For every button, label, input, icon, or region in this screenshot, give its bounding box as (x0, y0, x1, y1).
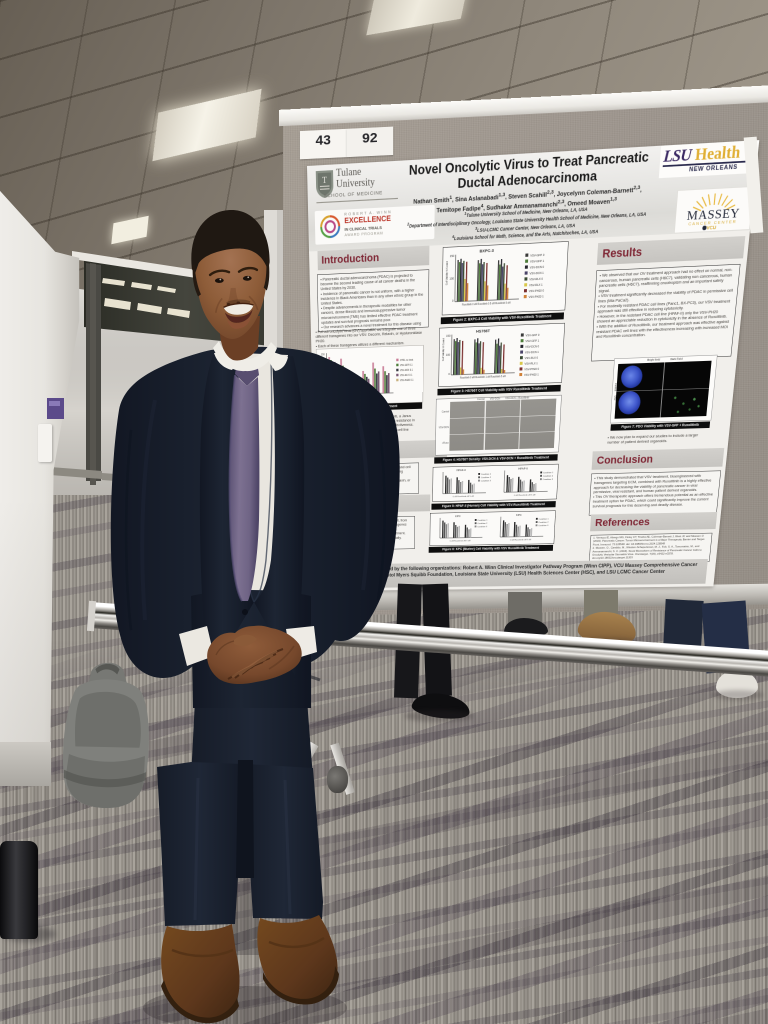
svg-text:VSV-DCN 1: VSV-DCN 1 (529, 271, 544, 276)
svg-text:T: T (322, 174, 328, 185)
svg-text:BXPC-3: BXPC-3 (480, 248, 495, 254)
svg-text:VSV-RLX 0.1: VSV-RLX 0.1 (400, 374, 413, 377)
svg-text:VSV-GFP 0: VSV-GFP 0 (530, 253, 545, 258)
svg-text:VSV-PH20 0.1: VSV-PH20 0.1 (400, 379, 414, 382)
svg-text:Ruxolitinib 0 uM Ruxolitin: Ruxolitinib 0 uM Ruxolitinib 1 uM Ruxoli… (460, 375, 506, 379)
svg-text:VSV-RLX 0: VSV-RLX 0 (529, 277, 543, 282)
svg-text:0: 0 (452, 299, 454, 303)
svg-text:VSV-GFP 0: VSV-GFP 0 (526, 333, 540, 337)
svg-text:VSV-GFP 1: VSV-GFP 1 (525, 339, 539, 343)
svg-text:VSV-RLX 1: VSV-RLX 1 (524, 361, 538, 365)
svg-text:VSV-PH20 0: VSV-PH20 0 (529, 288, 545, 293)
svg-text:150: 150 (321, 352, 325, 356)
svg-text:VSV-RLX 0: VSV-RLX 0 (525, 356, 539, 360)
svg-text:Condition 3: Condition 3 (477, 525, 488, 528)
svg-text:Condition 2: Condition 2 (477, 522, 488, 525)
svg-text:150: 150 (446, 334, 451, 338)
svg-text:CANCER CENTER: CANCER CENTER (688, 219, 737, 227)
svg-text:HPAF-II: HPAF-II (518, 467, 528, 471)
svg-text:0 uM Ruxolitinib uM: 0 uM Ruxolitinib uM 5 uM (450, 539, 471, 542)
svg-text:Condition 2: Condition 2 (538, 521, 549, 524)
svg-text:Cell Viability % Control: Cell Viability % Control (446, 260, 449, 285)
svg-text:VSV-DCN 1: VSV-DCN 1 (525, 350, 539, 354)
svg-text:VSV-DCN 0: VSV-DCN 0 (530, 265, 545, 270)
svg-text:HS766T: HS766T (476, 328, 490, 333)
svg-text:Condition 3: Condition 3 (481, 479, 492, 482)
svg-text:Condition 2: Condition 2 (481, 476, 492, 479)
svg-text:VSV-RLX 1: VSV-RLX 1 (529, 283, 543, 288)
svg-text:KPC: KPC (455, 514, 461, 518)
svg-text:CTRL no treat: CTRL no treat (400, 359, 414, 362)
svg-text:VSV-PH20 1: VSV-PH20 1 (524, 373, 539, 377)
svg-text:100: 100 (446, 353, 451, 357)
svg-text:HPAF-II: HPAF-II (456, 468, 466, 472)
svg-text:VSV-GFP 0.1: VSV-GFP 0.1 (400, 364, 413, 367)
svg-text:Condition 3: Condition 3 (538, 524, 549, 527)
svg-text:0: 0 (448, 372, 450, 376)
svg-text:KPC: KPC (516, 513, 522, 517)
svg-text:VSV-PH20 0: VSV-PH20 0 (524, 367, 539, 371)
svg-text:Condition 2: Condition 2 (543, 475, 554, 478)
svg-text:150: 150 (450, 254, 455, 258)
svg-text:VSV-DCN 0: VSV-DCN 0 (525, 344, 539, 348)
svg-text:0 uM Ruxolitinib uM: 0 uM Ruxolitinib uM 5 uM (514, 494, 536, 497)
svg-text:VSV-DCN 0.1: VSV-DCN 0.1 (400, 369, 413, 372)
svg-text:0 uM Ruxolitinib uM: 0 uM Ruxolitinib uM 5 uM (453, 495, 474, 498)
svg-text:Condition 1: Condition 1 (481, 473, 492, 476)
svg-text:VCU: VCU (706, 225, 717, 232)
svg-text:VSV-PH20 1: VSV-PH20 1 (528, 294, 544, 299)
svg-text:MASSEY: MASSEY (686, 205, 740, 223)
svg-text:Cell Viability % Control: Cell Viability % Control (442, 337, 445, 361)
svg-text:100: 100 (449, 276, 454, 280)
svg-text:Condition 3: Condition 3 (543, 478, 554, 481)
svg-text:0 uM Ruxolitinib uM: 0 uM Ruxolitinib uM 5 uM (510, 538, 531, 541)
svg-text:Condition 1: Condition 1 (539, 518, 550, 521)
svg-text:VSV-GFP 1: VSV-GFP 1 (530, 259, 545, 264)
svg-text:Condition 1: Condition 1 (543, 471, 554, 474)
svg-text:Condition 1: Condition 1 (477, 519, 488, 522)
svg-text:Ruxolitinib 0 uM Ruxolitin: Ruxolitinib 0 uM Ruxolitinib 0.5 uM Ruxo… (462, 302, 511, 307)
